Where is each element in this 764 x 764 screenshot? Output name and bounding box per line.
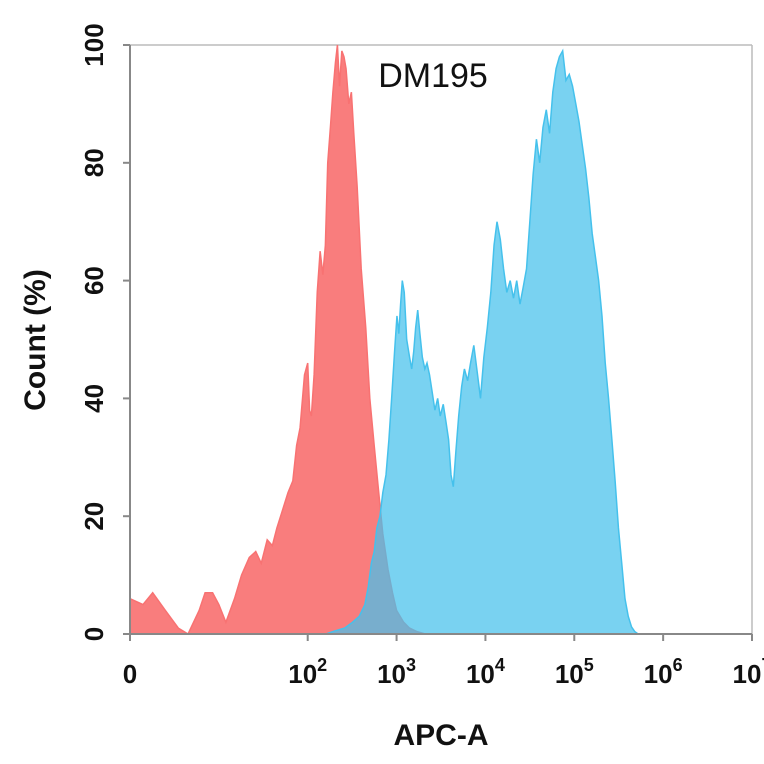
y-tick-label: 40 — [79, 384, 109, 413]
x-tick-label: 104 — [466, 655, 505, 689]
x-tick-label: 103 — [377, 655, 416, 689]
series-layer — [129, 44, 641, 636]
histogram-area-2 — [325, 48, 641, 635]
x-tick-label: 107 — [733, 655, 764, 689]
y-tick-label: 100 — [79, 23, 109, 66]
y-tick-label: 20 — [79, 502, 109, 531]
x-axis-ticks: 0 102 103 104 105 106 107 — [123, 634, 764, 689]
y-axis-ticks: 0 20 40 60 80 100 — [79, 23, 130, 641]
y-axis-label: Count (%) — [19, 269, 52, 411]
x-tick-label: 105 — [555, 655, 594, 689]
y-tick-label: 0 — [79, 627, 109, 641]
x-tick-label: 102 — [288, 655, 327, 689]
chart-title: DM195 — [378, 57, 488, 95]
x-axis-label: APC-A — [394, 719, 489, 752]
x-tick-label: 0 — [123, 659, 137, 689]
histogram-area-1 — [129, 44, 426, 636]
y-tick-label: 80 — [79, 148, 109, 177]
x-tick-label: 106 — [644, 655, 683, 689]
y-tick-label: 60 — [79, 266, 109, 295]
